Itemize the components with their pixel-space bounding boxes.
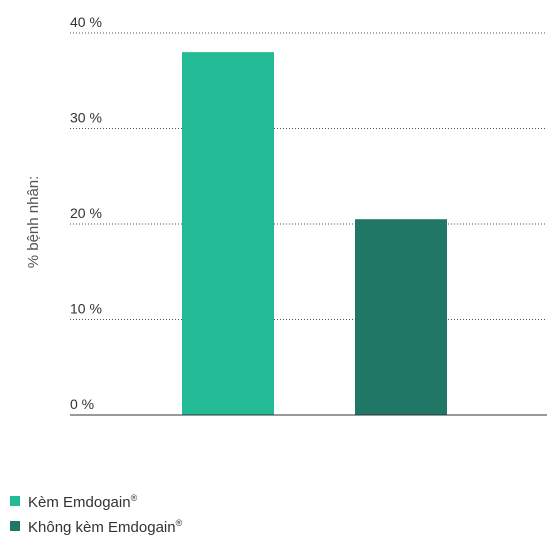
grid-lines [70,32,547,320]
registered-mark: ® [175,518,183,528]
registered-mark: ® [130,493,138,503]
bars [182,52,447,415]
legend-swatch-with-emdogain [10,495,20,506]
y-tick-labels: 0 % 10 % 20 % 30 % 40 % [70,14,102,412]
y-tick-label: 30 % [70,110,102,126]
bar-with-emdogain [182,52,274,415]
legend-label-without-emdogain: Không kèm Emdogain [28,519,176,536]
y-tick-label: 20 % [70,205,102,221]
y-axis-title: % bệnh nhân: [25,176,42,269]
y-tick-label: 10 % [70,301,102,317]
y-tick-label: 40 % [70,14,102,30]
bar-without-emdogain [355,219,447,415]
y-tick-label: 0 % [70,396,94,412]
legend-item-without-emdogain: Không kèm Emdogain® [10,513,182,538]
legend-item-with-emdogain: Kèm Emdogain® [10,488,182,513]
legend-label-with-emdogain: Kèm Emdogain [28,494,131,511]
legend: Kèm Emdogain® Không kèm Emdogain® [10,488,182,538]
legend-swatch-without-emdogain [10,520,20,531]
